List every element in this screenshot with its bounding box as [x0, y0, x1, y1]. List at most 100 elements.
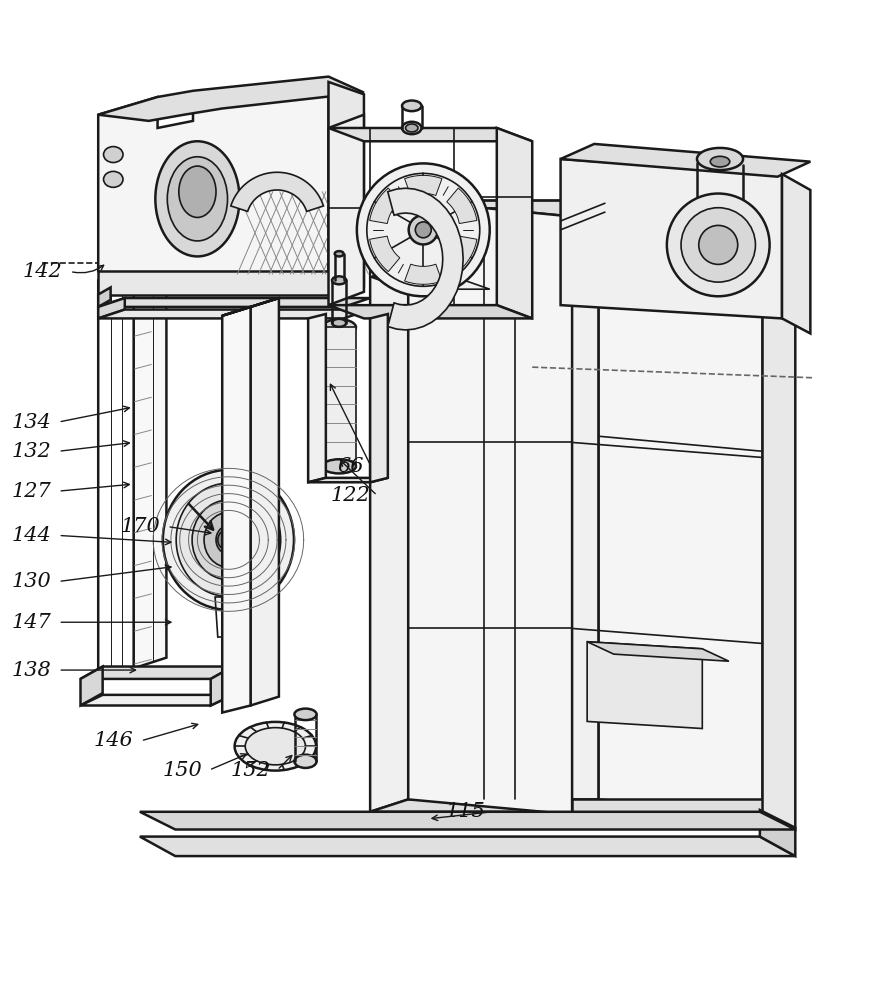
Polygon shape: [98, 77, 364, 121]
Polygon shape: [760, 810, 796, 856]
Polygon shape: [370, 188, 400, 224]
Polygon shape: [98, 271, 329, 295]
Polygon shape: [81, 667, 102, 705]
Polygon shape: [370, 799, 598, 812]
Polygon shape: [598, 201, 763, 814]
Circle shape: [681, 208, 756, 282]
Polygon shape: [370, 201, 598, 215]
Polygon shape: [98, 310, 370, 318]
Text: 138: 138: [12, 661, 52, 680]
Polygon shape: [241, 504, 262, 571]
Polygon shape: [329, 305, 533, 318]
Ellipse shape: [697, 148, 743, 170]
Ellipse shape: [294, 709, 316, 720]
Polygon shape: [211, 667, 233, 705]
Ellipse shape: [179, 166, 216, 217]
Ellipse shape: [332, 276, 346, 284]
Polygon shape: [323, 327, 356, 466]
Text: 152: 152: [230, 761, 270, 780]
Ellipse shape: [103, 147, 123, 163]
Ellipse shape: [103, 171, 123, 187]
Polygon shape: [763, 217, 796, 830]
Polygon shape: [388, 188, 463, 330]
Polygon shape: [308, 478, 388, 482]
Ellipse shape: [167, 157, 228, 241]
Text: 142: 142: [23, 262, 63, 281]
Polygon shape: [98, 261, 166, 280]
Ellipse shape: [405, 124, 418, 132]
Ellipse shape: [216, 526, 241, 554]
Polygon shape: [370, 277, 490, 289]
Ellipse shape: [402, 122, 421, 134]
Polygon shape: [404, 264, 442, 284]
Polygon shape: [573, 217, 796, 234]
Ellipse shape: [156, 141, 239, 256]
Polygon shape: [561, 144, 811, 177]
Text: 115: 115: [445, 802, 485, 821]
Polygon shape: [98, 271, 133, 679]
Circle shape: [218, 529, 239, 550]
Text: 132: 132: [12, 442, 52, 461]
Polygon shape: [447, 236, 477, 272]
Ellipse shape: [697, 200, 743, 219]
Circle shape: [356, 163, 490, 296]
Ellipse shape: [163, 470, 294, 610]
Circle shape: [409, 215, 438, 244]
Text: 134: 134: [12, 413, 52, 432]
Ellipse shape: [710, 156, 730, 167]
Ellipse shape: [241, 527, 260, 552]
Ellipse shape: [402, 101, 421, 111]
Circle shape: [699, 225, 738, 264]
Polygon shape: [222, 298, 279, 316]
Polygon shape: [251, 298, 279, 705]
Text: 146: 146: [94, 731, 133, 750]
Ellipse shape: [335, 251, 343, 256]
Ellipse shape: [245, 728, 306, 765]
Polygon shape: [98, 287, 110, 307]
Ellipse shape: [294, 755, 316, 768]
Polygon shape: [370, 199, 408, 277]
Polygon shape: [561, 159, 782, 318]
Ellipse shape: [323, 319, 356, 335]
Polygon shape: [140, 812, 796, 830]
Polygon shape: [98, 298, 370, 307]
Ellipse shape: [192, 500, 265, 580]
Polygon shape: [408, 201, 763, 217]
Polygon shape: [497, 128, 533, 318]
Text: 147: 147: [12, 613, 52, 632]
Polygon shape: [222, 307, 251, 713]
Polygon shape: [329, 82, 364, 286]
Circle shape: [415, 222, 431, 238]
Polygon shape: [370, 201, 408, 812]
Text: 66: 66: [338, 457, 364, 476]
Text: 122: 122: [331, 486, 370, 505]
Ellipse shape: [323, 459, 356, 473]
Polygon shape: [404, 175, 442, 196]
Polygon shape: [447, 188, 477, 224]
Polygon shape: [587, 642, 729, 661]
Polygon shape: [370, 236, 400, 272]
Polygon shape: [98, 298, 124, 318]
Polygon shape: [81, 667, 233, 679]
Polygon shape: [98, 82, 329, 295]
Ellipse shape: [235, 722, 316, 771]
Polygon shape: [81, 695, 233, 705]
Ellipse shape: [176, 483, 281, 597]
Polygon shape: [587, 642, 702, 729]
Text: 170: 170: [121, 517, 160, 536]
Polygon shape: [308, 314, 326, 482]
Circle shape: [667, 194, 770, 296]
Polygon shape: [140, 837, 796, 856]
Polygon shape: [573, 799, 763, 814]
Text: 130: 130: [12, 572, 52, 591]
Polygon shape: [133, 261, 166, 668]
Polygon shape: [561, 201, 598, 812]
Polygon shape: [782, 174, 811, 333]
Text: 150: 150: [162, 761, 202, 780]
Ellipse shape: [332, 319, 346, 327]
Text: 144: 144: [12, 526, 52, 545]
Polygon shape: [231, 172, 324, 211]
Polygon shape: [408, 201, 573, 814]
Text: 127: 127: [12, 482, 52, 501]
Polygon shape: [329, 115, 364, 305]
